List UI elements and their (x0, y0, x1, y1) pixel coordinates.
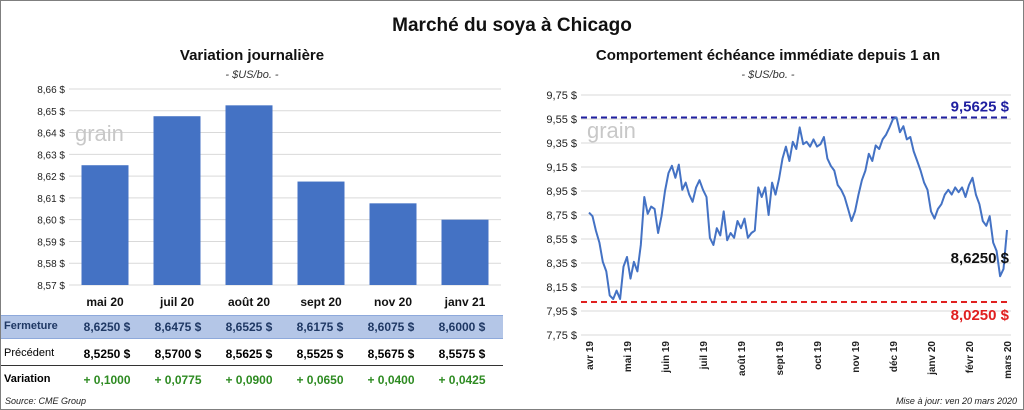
y-tick-label: 8,65 $ (37, 107, 65, 118)
y-tick-label: 7,95 $ (546, 306, 577, 318)
bar (369, 203, 417, 285)
right-chart-unit: - $US/bo. - (741, 69, 795, 81)
y-tick-label: 9,55 $ (546, 114, 577, 126)
table-cell: 8,5700 $ (154, 347, 202, 361)
left-chart-unit: - $US/bo. - (225, 69, 279, 81)
table-cell: 8,6175 $ (296, 320, 344, 334)
reference-line-label: 9,5625 $ (951, 99, 1010, 116)
row-label: Fermeture (4, 320, 58, 332)
table-cell: + 0,1000 (83, 373, 131, 387)
table-cell: 8,5625 $ (225, 347, 273, 361)
watermark: grain (75, 121, 124, 146)
y-tick-label: 8,55 $ (546, 234, 577, 246)
x-tick-label: mars 20 (1003, 341, 1014, 379)
y-tick-label: 8,15 $ (546, 282, 577, 294)
table-cell: + 0,0400 (367, 373, 415, 387)
x-tick-label: oct 19 (813, 341, 824, 370)
table-cell: 8,6000 $ (438, 320, 486, 334)
price-line (588, 116, 1008, 300)
table-row-previous: Précédent 8,5250 $ 8,5700 $ 8,5625 $ 8,5… (1, 343, 503, 366)
y-tick-label: 7,75 $ (546, 330, 577, 342)
table-cell: 8,6250 $ (83, 320, 131, 334)
y-tick-label: 8,35 $ (546, 258, 577, 270)
row-label: Précédent (4, 347, 55, 359)
y-tick-label: 8,58 $ (37, 259, 65, 270)
table-cell: 8,5675 $ (367, 347, 415, 361)
bar (153, 116, 201, 285)
x-tick-label: nov 20 (374, 295, 412, 309)
y-tick-label: 8,75 $ (546, 210, 577, 222)
table-cell: 8,5525 $ (296, 347, 344, 361)
x-tick-label: juil 20 (159, 295, 194, 309)
x-tick-label: août 20 (228, 295, 270, 309)
source-note: Source: CME Group (5, 396, 87, 406)
y-tick-label: 9,75 $ (546, 90, 577, 102)
table-cell: 8,6075 $ (367, 320, 415, 334)
y-tick-label: 8,57 $ (37, 281, 65, 292)
table-cell: + 0,0650 (296, 373, 344, 387)
table-cell: + 0,0900 (225, 373, 273, 387)
reference-line-label: 8,0250 $ (951, 307, 1010, 324)
bar (297, 181, 345, 285)
bar-chart: 8,57 $ 8,58 $ 8,59 $ 8,60 $ 8,61 $ 8,62 $ 8,63… (37, 85, 501, 309)
x-tick-label: nov 19 (851, 341, 862, 373)
table-row-close: Fermeture 8,6250 $ 8,6475 $ 8,6525 $ 8,6… (1, 315, 503, 339)
y-tick-label: 9,35 $ (546, 138, 577, 150)
x-tick-label: janv 20 (927, 341, 938, 376)
y-tick-label: 9,15 $ (546, 162, 577, 174)
bar (441, 219, 489, 285)
x-tick-label: mai 20 (86, 295, 124, 309)
table-cell: 8,6525 $ (225, 320, 273, 334)
x-tick-label: janv 21 (444, 295, 486, 309)
y-tick-label: 8,61 $ (37, 194, 65, 205)
last-value-label: 8,6250 $ (951, 250, 1010, 267)
table-cell: 8,6475 $ (154, 320, 202, 334)
x-tick-label: sept 20 (300, 295, 342, 309)
y-tick-label: 8,64 $ (37, 129, 65, 140)
x-tick-label: sept 19 (775, 341, 786, 376)
x-tick-label: août 19 (737, 341, 748, 376)
y-tick-label: 8,63 $ (37, 150, 65, 161)
left-chart-title: Variation journalière (179, 47, 325, 64)
x-tick-label: juin 19 (661, 341, 672, 374)
y-tick-label: 8,59 $ (37, 237, 65, 248)
x-tick-label: avr 19 (585, 341, 596, 370)
table-cell: + 0,0425 (438, 373, 486, 387)
x-tick-label: févr 20 (965, 341, 976, 374)
page-title: Marché du soya à Chicago (392, 15, 632, 36)
table-row-variation: Variation + 0,1000 + 0,0775 + 0,0900 + 0… (1, 369, 503, 391)
x-tick-label: déc 19 (889, 341, 900, 373)
right-chart-title: Comportement échéance immédiate depuis 1… (595, 47, 941, 64)
table-cell: 8,5575 $ (438, 347, 486, 361)
watermark: grain (587, 118, 636, 143)
x-tick-label: juil 19 (699, 341, 710, 371)
table-cell: 8,5250 $ (83, 347, 131, 361)
bar (225, 105, 273, 285)
update-note: Mise à jour: ven 20 mars 2020 (895, 396, 1017, 406)
line-chart: 7,75 $ 7,95 $ 8,15 $ 8,35 $ 8,55 $ 8,75 $ 8,95… (546, 90, 1014, 379)
y-tick-label: 8,95 $ (546, 186, 577, 198)
y-tick-label: 8,62 $ (37, 172, 65, 183)
x-tick-label: mai 19 (623, 341, 634, 373)
y-tick-label: 8,60 $ (37, 216, 65, 227)
bar (81, 165, 129, 285)
table-cell: + 0,0775 (154, 373, 202, 387)
y-tick-label: 8,66 $ (37, 85, 65, 96)
row-label: Variation (4, 373, 51, 385)
